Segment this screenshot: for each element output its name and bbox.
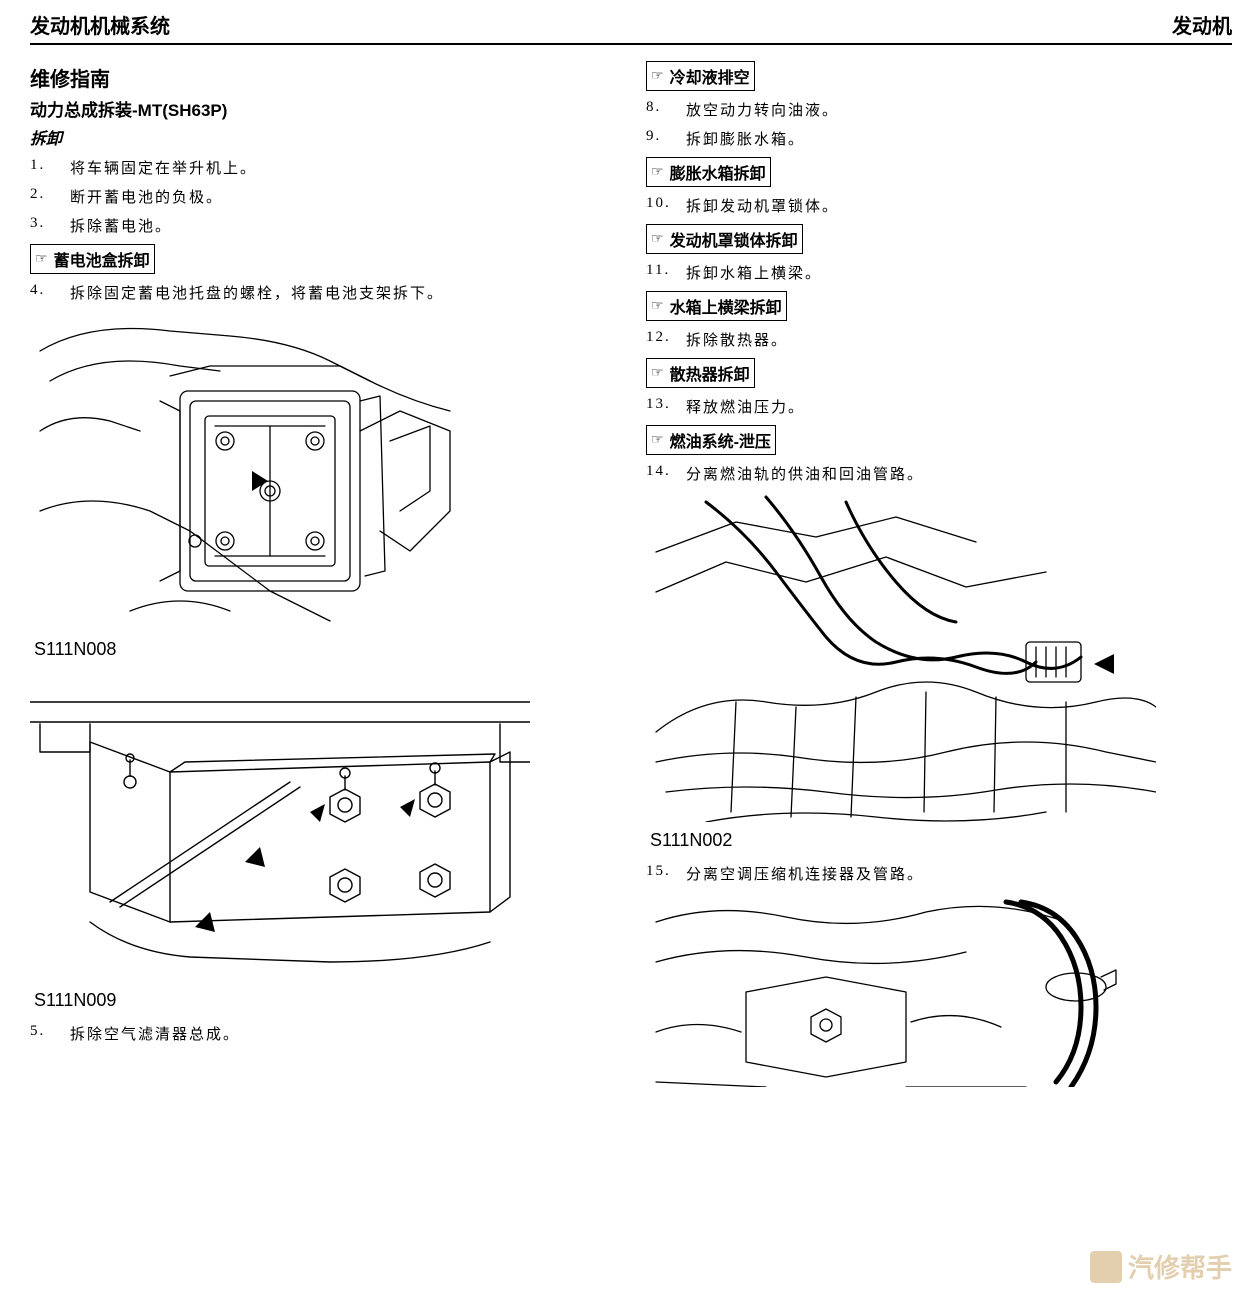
step-item: 9. 拆卸膨胀水箱。 xyxy=(646,128,1232,149)
step-number: 11. xyxy=(646,262,686,283)
figure-mount-bracket xyxy=(30,672,616,982)
step-text: 分离空调压缩机连接器及管路。 xyxy=(686,863,1232,884)
reference-link[interactable]: ☞ 燃油系统-泄压 xyxy=(646,425,776,455)
step-text: 拆除散热器。 xyxy=(686,329,1232,350)
left-column: 维修指南 动力总成拆装-MT(SH63P) 拆卸 1. 将车辆固定在举升机上。 … xyxy=(30,55,616,1093)
step-text: 放空动力转向油液。 xyxy=(686,99,1232,120)
step-text: 拆除空气滤清器总成。 xyxy=(70,1023,616,1044)
reference-link[interactable]: ☞ 发动机罩锁体拆卸 xyxy=(646,224,803,254)
watermark-logo-icon xyxy=(1090,1251,1122,1283)
step-item: 10. 拆卸发动机罩锁体。 xyxy=(646,195,1232,216)
figure-fuel-lines xyxy=(646,492,1232,822)
step-text: 拆卸发动机罩锁体。 xyxy=(686,195,1232,216)
pointing-hand-icon: ☞ xyxy=(651,68,664,85)
right-column: ☞ 冷却液排空 8. 放空动力转向油液。 9. 拆卸膨胀水箱。 ☞ 膨胀水箱拆卸… xyxy=(646,55,1232,1093)
pointing-hand-icon: ☞ xyxy=(35,251,48,268)
subsubsection-title: 拆卸 xyxy=(30,125,616,149)
reference-text: 发动机罩锁体拆卸 xyxy=(670,227,798,251)
step-text: 将车辆固定在举升机上。 xyxy=(70,157,616,178)
step-item: 5. 拆除空气滤清器总成。 xyxy=(30,1023,616,1044)
step-item: 8. 放空动力转向油液。 xyxy=(646,99,1232,120)
reference-text: 蓄电池盒拆卸 xyxy=(54,247,150,271)
step-item: 11. 拆卸水箱上横梁。 xyxy=(646,262,1232,283)
step-number: 3. xyxy=(30,215,70,236)
step-number: 9. xyxy=(646,128,686,149)
reference-link[interactable]: ☞ 膨胀水箱拆卸 xyxy=(646,157,771,187)
step-text: 拆卸膨胀水箱。 xyxy=(686,128,1232,149)
watermark-text: 汽修帮手 xyxy=(1128,1248,1232,1285)
step-number: 2. xyxy=(30,186,70,207)
figure-battery-tray xyxy=(30,311,616,631)
step-number: 12. xyxy=(646,329,686,350)
pointing-hand-icon: ☞ xyxy=(651,164,664,181)
reference-text: 冷却液排空 xyxy=(670,64,750,88)
step-text: 拆卸水箱上横梁。 xyxy=(686,262,1232,283)
step-item: 12. 拆除散热器。 xyxy=(646,329,1232,350)
reference-text: 膨胀水箱拆卸 xyxy=(670,160,766,184)
step-item: 2. 断开蓄电池的负极。 xyxy=(30,186,616,207)
header-left: 发动机机械系统 xyxy=(30,10,170,39)
step-item: 1. 将车辆固定在举升机上。 xyxy=(30,157,616,178)
reference-text: 水箱上横梁拆卸 xyxy=(670,294,782,318)
step-item: 13. 释放燃油压力。 xyxy=(646,396,1232,417)
step-text: 拆除蓄电池。 xyxy=(70,215,616,236)
step-number: 14. xyxy=(646,463,686,484)
pointing-hand-icon: ☞ xyxy=(651,231,664,248)
figure-label: S111N002 xyxy=(650,830,1232,851)
reference-link[interactable]: ☞ 冷却液排空 xyxy=(646,61,755,91)
header-right: 发动机 xyxy=(1172,10,1232,39)
figure-label: S111N008 xyxy=(34,639,616,660)
pointing-hand-icon: ☞ xyxy=(651,432,664,449)
step-item: 3. 拆除蓄电池。 xyxy=(30,215,616,236)
section-title: 维修指南 xyxy=(30,63,616,92)
step-number: 10. xyxy=(646,195,686,216)
reference-text: 散热器拆卸 xyxy=(670,361,750,385)
step-item: 15. 分离空调压缩机连接器及管路。 xyxy=(646,863,1232,884)
step-text: 断开蓄电池的负极。 xyxy=(70,186,616,207)
subsection-title: 动力总成拆装-MT(SH63P) xyxy=(30,96,616,121)
step-number: 1. xyxy=(30,157,70,178)
figure-compressor xyxy=(646,892,1232,1087)
step-number: 13. xyxy=(646,396,686,417)
step-item: 14. 分离燃油轨的供油和回油管路。 xyxy=(646,463,1232,484)
reference-text: 燃油系统-泄压 xyxy=(670,428,771,452)
step-number: 5. xyxy=(30,1023,70,1044)
step-text: 拆除固定蓄电池托盘的螺栓，将蓄电池支架拆下。 xyxy=(70,282,616,303)
figure-label: S111N009 xyxy=(34,990,616,1011)
step-number: 8. xyxy=(646,99,686,120)
step-item: 4. 拆除固定蓄电池托盘的螺栓，将蓄电池支架拆下。 xyxy=(30,282,616,303)
reference-link[interactable]: ☞ 水箱上横梁拆卸 xyxy=(646,291,787,321)
reference-link[interactable]: ☞ 散热器拆卸 xyxy=(646,358,755,388)
page-header: 发动机机械系统 发动机 xyxy=(30,10,1232,45)
step-number: 4. xyxy=(30,282,70,303)
step-text: 释放燃油压力。 xyxy=(686,396,1232,417)
step-number: 15. xyxy=(646,863,686,884)
pointing-hand-icon: ☞ xyxy=(651,298,664,315)
step-text: 分离燃油轨的供油和回油管路。 xyxy=(686,463,1232,484)
pointing-hand-icon: ☞ xyxy=(651,365,664,382)
reference-link[interactable]: ☞ 蓄电池盒拆卸 xyxy=(30,244,155,274)
watermark: 汽修帮手 xyxy=(1090,1248,1232,1285)
